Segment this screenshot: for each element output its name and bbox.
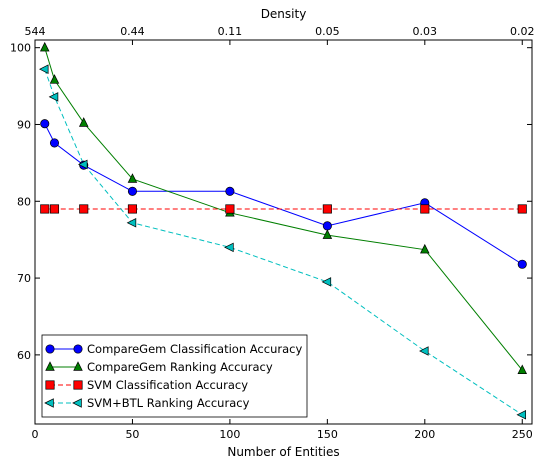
data-point-series-1 [225,186,235,196]
legend-label-2: CompareGem Ranking Accuracy [87,360,273,374]
x-tick-label: 200 [414,428,435,441]
data-point-series-2 [517,364,528,374]
data-point-series-4 [48,92,59,102]
data-point-series-3 [420,204,430,214]
data-point-series-4 [224,242,234,253]
data-point-series-2 [49,74,60,84]
legend: CompareGem Classification Accuracy Compar… [41,334,308,418]
top-tick-label: 0.11 [218,25,243,38]
top-axis-label: Density [261,7,307,21]
data-point-series-1 [517,259,527,269]
top-tick-label: 0.05 [315,25,340,38]
legend-label-1: CompareGem Classification Accuracy [87,342,302,356]
data-point-series-1 [49,138,60,148]
data-point-series-4 [126,218,137,228]
data-point-series-1 [40,119,50,129]
data-point-series-1 [127,186,138,196]
x-tick-label: 150 [317,428,338,441]
y-tick-label: 80 [17,195,31,208]
legend-label-4: SVM+BTL Ranking Accuracy [87,396,250,410]
data-point-series-2 [420,243,430,254]
legend-marker-1 [45,344,55,354]
data-point-series-4 [321,277,332,287]
data-point-series-3 [322,204,332,214]
legend-marker-4 [44,398,54,408]
legend-box [41,334,308,418]
data-point-series-3 [517,204,527,214]
y-tick-label: 60 [17,349,31,362]
legend-marker-4 [72,398,82,408]
top-tick-label: 0.02 [510,25,535,38]
x-tick-label: 250 [512,428,533,441]
data-point-series-4 [516,410,527,420]
data-point-series-2 [39,41,50,52]
series-line-2 [44,47,523,371]
legend-label-3: SVM Classification Accuracy [87,378,248,392]
data-point-series-2 [127,173,138,183]
legend-marker-2 [73,361,83,371]
legend-marker-3 [45,380,55,390]
y-tick-label: 100 [10,42,31,55]
data-point-series-2 [78,117,89,127]
legend-marker-2 [45,361,55,371]
y-tick-label: 90 [17,118,31,131]
data-point-series-3 [79,204,89,214]
data-point-series-3 [40,204,50,214]
x-axis-label: Number of Entities [227,445,339,459]
data-point-series-2 [322,229,333,239]
data-point-series-3 [225,204,235,214]
ticks: 0 50 100 150 200 250 544 0.44 0.11 0.05 0.03 0.02 60… [10,25,535,441]
series-lines [44,47,523,416]
top-tick-label: 0.03 [413,25,438,38]
legend-marker-3 [73,380,83,390]
x-tick-label: 0 [32,428,39,441]
top-tick-label: 0.44 [120,25,145,38]
legend-marker-1 [73,344,83,354]
data-point-series-3 [127,204,138,214]
series-markers [38,41,528,420]
data-point-series-4 [419,346,429,356]
top-tick-label: 544 [25,25,46,38]
series-line-1 [44,123,523,265]
y-tick-label: 70 [17,272,31,285]
series-line-4 [44,69,523,416]
data-point-series-3 [49,204,60,214]
data-point-series-4 [38,64,49,74]
data-point-series-4 [77,159,88,170]
x-tick-label: 100 [219,428,240,441]
x-tick-label: 50 [125,428,139,441]
data-point-series-1 [322,221,332,231]
